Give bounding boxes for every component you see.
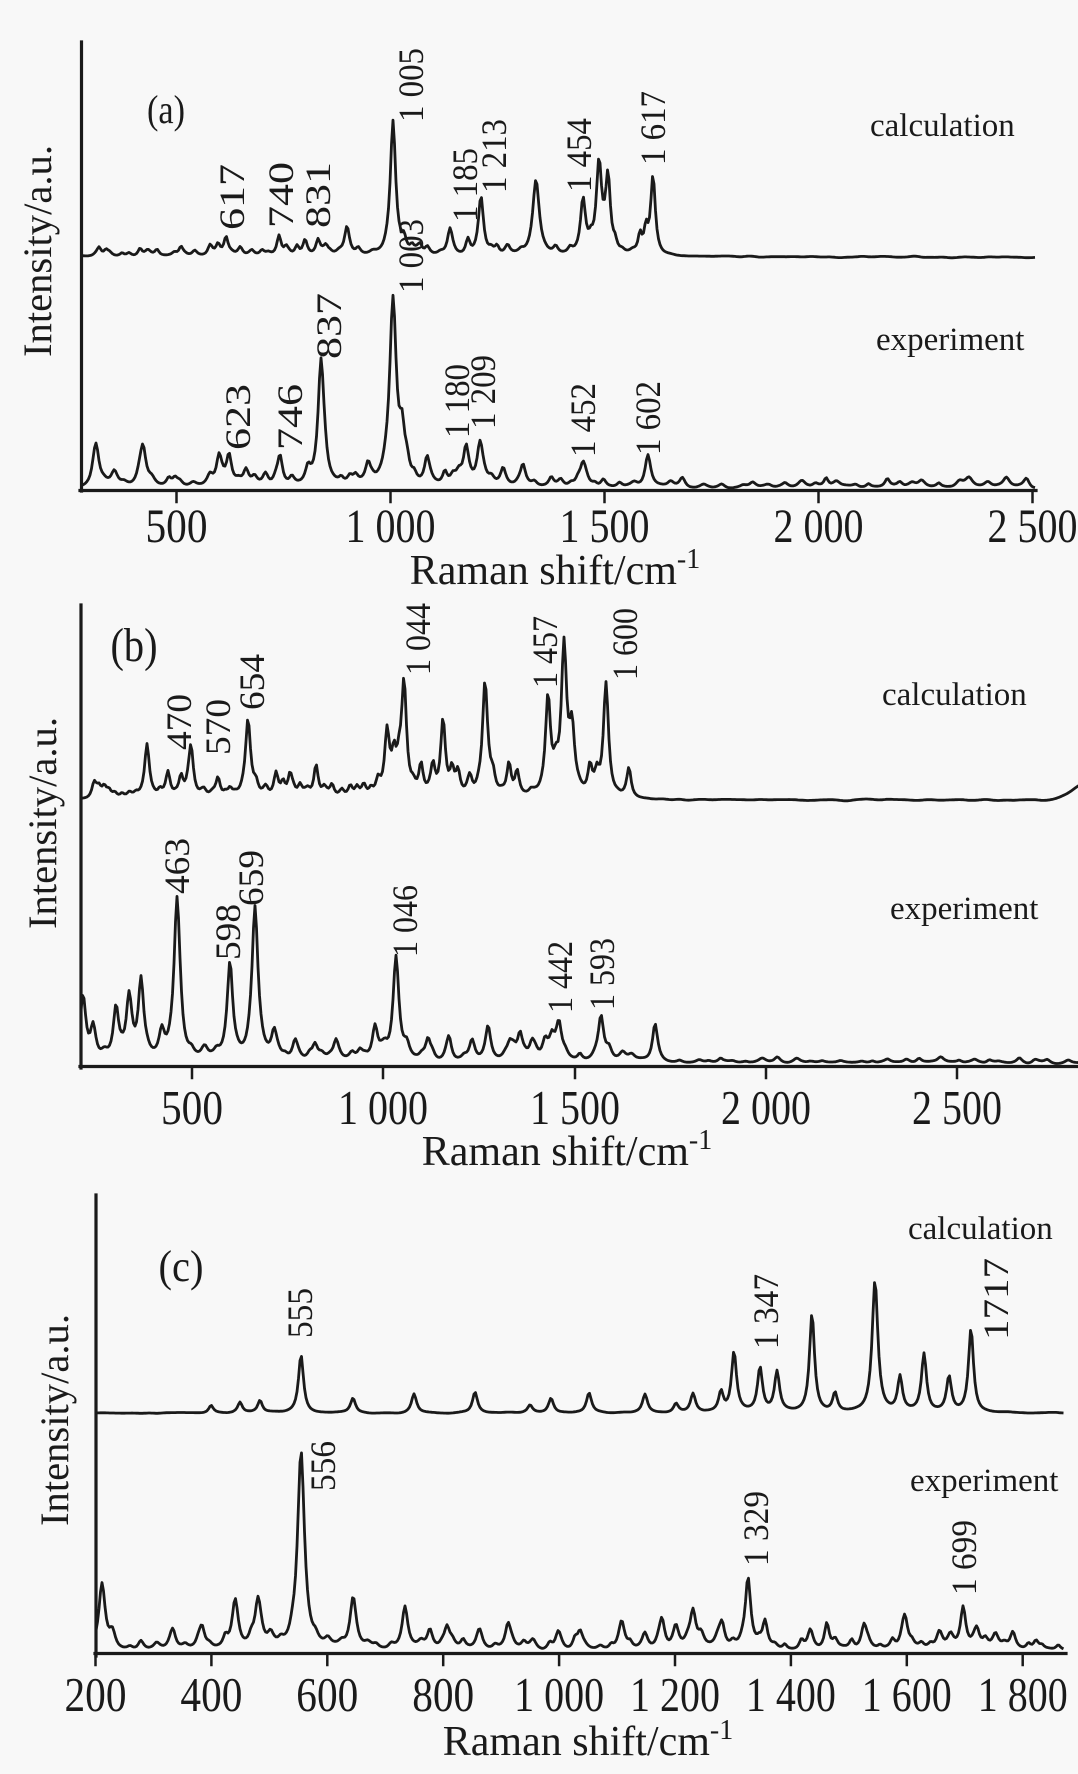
svg-text:654: 654 [232,654,272,710]
svg-text:598: 598 [208,904,248,960]
svg-text:1 046: 1 046 [385,885,425,957]
svg-text:555: 555 [280,1288,320,1338]
svg-text:1 209: 1 209 [463,355,503,429]
svg-text:1 442: 1 442 [540,941,580,1013]
svg-text:463: 463 [157,838,197,894]
svg-text:1 593: 1 593 [582,938,622,1010]
svg-text:1 200: 1 200 [630,1667,720,1722]
svg-text:831: 831 [298,162,338,228]
svg-text:experiment: experiment [910,1463,1058,1499]
svg-text:1 213: 1 213 [474,119,514,193]
svg-text:Raman shift/cm-1: Raman shift/cm-1 [443,1715,733,1765]
svg-text:1717: 1717 [976,1258,1016,1340]
svg-text:570: 570 [198,699,238,755]
svg-text:1 699: 1 699 [944,1520,984,1595]
svg-text:2 000: 2 000 [721,1080,811,1135]
svg-text:470: 470 [159,694,199,750]
svg-text:1 617: 1 617 [633,91,673,165]
svg-text:1 329: 1 329 [736,1491,776,1566]
svg-text:1 005: 1 005 [391,48,431,122]
svg-text:1 500: 1 500 [560,501,650,553]
svg-text:Intensity/a.u.: Intensity/a.u. [15,145,60,357]
svg-text:Intensity/a.u.: Intensity/a.u. [32,1314,77,1526]
svg-text:2 500: 2 500 [912,1080,1002,1135]
svg-text:calculation: calculation [882,677,1027,713]
svg-text:1 003: 1 003 [391,219,431,293]
svg-text:837: 837 [309,293,349,359]
svg-text:1 400: 1 400 [746,1667,836,1722]
svg-text:200: 200 [65,1667,127,1722]
svg-text:1 000: 1 000 [346,501,436,553]
svg-text:calculation: calculation [908,1211,1053,1247]
svg-text:1 457: 1 457 [525,616,565,688]
svg-text:(a): (a) [147,87,185,132]
svg-text:Raman shift/cm-1: Raman shift/cm-1 [410,544,700,594]
svg-text:1 347: 1 347 [746,1274,786,1349]
svg-text:2 500: 2 500 [988,501,1078,553]
svg-text:1 044: 1 044 [398,603,438,675]
svg-text:623: 623 [218,384,258,450]
svg-text:556: 556 [303,1441,343,1491]
svg-text:(b): (b) [111,619,158,672]
svg-text:1 180: 1 180 [437,364,477,438]
svg-text:calculation: calculation [870,108,1015,144]
svg-text:1 600: 1 600 [862,1667,952,1722]
svg-text:(c): (c) [159,1242,204,1291]
svg-text:500: 500 [161,1080,223,1135]
svg-text:1 600: 1 600 [605,608,645,680]
svg-text:2 000: 2 000 [774,501,864,553]
svg-text:740: 740 [261,162,301,228]
svg-text:1 800: 1 800 [978,1667,1068,1722]
svg-text:1 500: 1 500 [530,1080,620,1135]
svg-text:1 454: 1 454 [559,118,599,192]
svg-text:659: 659 [231,850,271,906]
svg-text:1 000: 1 000 [514,1667,604,1722]
svg-text:Intensity/a.u.: Intensity/a.u. [20,717,65,929]
svg-text:500: 500 [146,501,208,553]
svg-text:400: 400 [180,1667,242,1722]
svg-text:1 602: 1 602 [628,381,668,455]
svg-text:1 452: 1 452 [563,383,603,457]
svg-text:1 000: 1 000 [338,1080,428,1135]
svg-text:746: 746 [270,384,310,450]
svg-text:617: 617 [212,164,252,230]
svg-text:Raman shift/cm-1: Raman shift/cm-1 [422,1125,712,1175]
svg-text:experiment: experiment [876,322,1024,358]
svg-text:600: 600 [296,1667,358,1722]
svg-text:800: 800 [412,1667,474,1722]
svg-text:experiment: experiment [890,891,1038,927]
